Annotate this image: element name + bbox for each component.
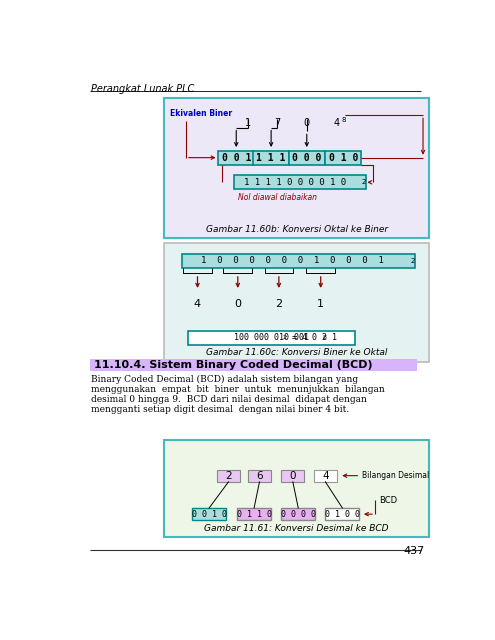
Text: Gambar 11.60b: Konversi Oktal ke Biner: Gambar 11.60b: Konversi Oktal ke Biner	[205, 225, 388, 234]
Bar	[281, 470, 304, 482]
Bar	[217, 470, 240, 482]
Bar	[164, 440, 429, 537]
Text: 0 0 1 0: 0 0 1 0	[192, 509, 227, 518]
Text: Ekivalen Biner: Ekivalen Biner	[170, 109, 233, 118]
Text: BCD: BCD	[379, 496, 397, 505]
Text: Gambar 11.61: Konversi Desimal ke BCD: Gambar 11.61: Konversi Desimal ke BCD	[204, 524, 389, 533]
Text: 2: 2	[361, 179, 365, 186]
Text: Gambar 11.60c: Konversi Biner ke Oktal: Gambar 11.60c: Konversi Biner ke Oktal	[206, 348, 388, 357]
Text: 11.10.4. Sistem Binary Coded Decimal (BCD): 11.10.4. Sistem Binary Coded Decimal (BC…	[95, 360, 373, 370]
Text: Binary Coded Decimal (BCD) adalah sistem bilangan yang: Binary Coded Decimal (BCD) adalah sistem…	[91, 375, 358, 384]
Text: 6: 6	[256, 470, 263, 481]
Text: 2: 2	[275, 298, 283, 308]
Text: 8: 8	[323, 335, 327, 340]
Text: 0 1 1 0: 0 1 1 0	[237, 509, 272, 518]
Text: = 4 0 2 1: = 4 0 2 1	[288, 333, 338, 342]
Bar	[253, 150, 289, 164]
Bar	[248, 470, 271, 482]
Text: 2: 2	[411, 258, 415, 264]
Text: Nol diawal diabaikan: Nol diawal diabaikan	[238, 193, 317, 202]
Text: 2: 2	[283, 335, 287, 340]
Text: 1 1 1: 1 1 1	[256, 153, 286, 163]
Text: 4: 4	[194, 298, 201, 308]
Bar	[182, 254, 414, 268]
Bar	[314, 470, 337, 482]
Text: 8: 8	[342, 117, 346, 123]
Text: menggunakan  empat  bit  biner  untuk  menunjukkan  bilangan: menggunakan empat bit biner untuk menunj…	[91, 385, 385, 394]
Text: 1 1 1 1 0 0 0 0 1 0: 1 1 1 1 0 0 0 0 1 0	[244, 178, 346, 187]
Text: 7: 7	[274, 118, 281, 127]
Bar	[281, 508, 315, 520]
Text: 1  0  0  0  0  0  0  1  0  0  0  1: 1 0 0 0 0 0 0 1 0 0 0 1	[201, 257, 384, 266]
Bar	[90, 358, 417, 371]
Text: desimal 0 hingga 9.  BCD dari nilai desimal  didapat dengan: desimal 0 hingga 9. BCD dari nilai desim…	[91, 395, 367, 404]
Bar	[164, 99, 429, 239]
Text: 0 1 0: 0 1 0	[329, 153, 358, 163]
Text: 0: 0	[304, 118, 310, 127]
Bar	[164, 243, 429, 362]
Text: 0 0 1: 0 0 1	[222, 153, 251, 163]
Text: 2: 2	[225, 470, 232, 481]
Bar	[325, 508, 359, 520]
Bar	[234, 175, 366, 189]
Bar	[188, 331, 355, 345]
Bar	[237, 508, 271, 520]
Text: 0 0 0 0: 0 0 0 0	[281, 509, 316, 518]
Bar	[325, 150, 361, 164]
Text: mengganti setiap digit desimal  dengan nilai biner 4 bit.: mengganti setiap digit desimal dengan ni…	[91, 405, 349, 414]
Text: 4: 4	[322, 470, 329, 481]
Text: 0: 0	[234, 298, 241, 308]
Text: 437: 437	[404, 546, 425, 556]
Bar	[192, 508, 226, 520]
Text: Bilangan Desimal: Bilangan Desimal	[362, 471, 429, 480]
Text: 1: 1	[317, 298, 324, 308]
Text: 1: 1	[245, 118, 251, 127]
Text: Perangkat Lunak PLC: Perangkat Lunak PLC	[91, 84, 195, 95]
Text: 0 1 0 0: 0 1 0 0	[325, 509, 360, 518]
Bar	[289, 150, 325, 164]
Bar	[218, 150, 254, 164]
Text: 0 0 0: 0 0 0	[292, 153, 321, 163]
Text: 4: 4	[334, 118, 340, 127]
Text: 100 000 010 001: 100 000 010 001	[234, 333, 309, 342]
Text: 0: 0	[290, 470, 296, 481]
